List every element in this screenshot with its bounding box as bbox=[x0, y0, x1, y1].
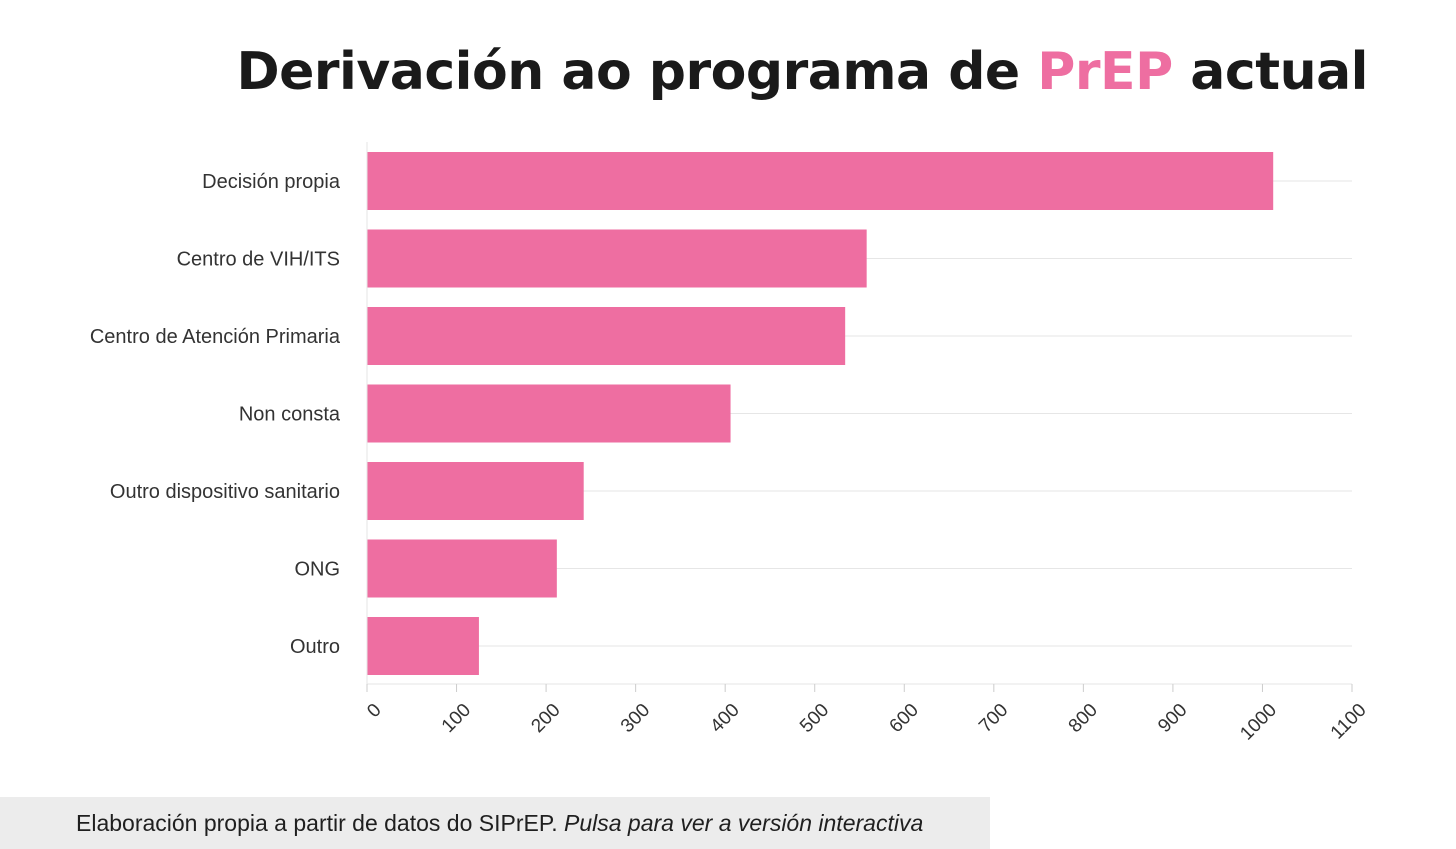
interactive-link[interactable]: Pulsa para ver a versión interactiva bbox=[564, 810, 924, 836]
x-tick-label: 1100 bbox=[1327, 700, 1371, 744]
source-text: Elaboración propia a partir de datos do … bbox=[76, 810, 564, 836]
title-highlight: PrEP bbox=[1037, 42, 1173, 102]
x-tick-label: 600 bbox=[886, 700, 923, 737]
x-tick-label: 400 bbox=[706, 700, 743, 737]
x-tick-label: 300 bbox=[617, 700, 654, 737]
category-label: Centro de Atención Primaria bbox=[90, 326, 341, 348]
bar[interactable] bbox=[367, 152, 1274, 210]
category-label: Non consta bbox=[239, 404, 341, 426]
category-label: Decisión propia bbox=[202, 171, 341, 193]
x-tick-label: 900 bbox=[1154, 700, 1191, 737]
bar[interactable] bbox=[367, 384, 731, 443]
x-tick-label: 500 bbox=[796, 700, 833, 737]
bar-chart: Decisión propia Centro de VIH/ITS Centro d… bbox=[90, 142, 1371, 745]
category-label: Outro dispositivo sanitario bbox=[110, 481, 340, 503]
category-label: Centro de VIH/ITS bbox=[177, 249, 340, 271]
x-tick-label: 1000 bbox=[1236, 700, 1281, 745]
bar[interactable] bbox=[367, 617, 479, 675]
category-label: ONG bbox=[294, 559, 340, 581]
x-tick-label: 100 bbox=[438, 700, 475, 737]
bar[interactable] bbox=[367, 307, 846, 365]
x-tick-label: 200 bbox=[527, 700, 564, 737]
bar[interactable] bbox=[367, 539, 557, 598]
category-label: Outro bbox=[290, 636, 340, 658]
source-footer[interactable]: Elaboración propia a partir de datos do … bbox=[0, 797, 990, 849]
bar[interactable] bbox=[367, 462, 584, 520]
category-labels: Decisión propia Centro de VIH/ITS Centro d… bbox=[90, 171, 341, 658]
title-text-after: actual bbox=[1172, 42, 1368, 102]
x-tick-label: 700 bbox=[975, 700, 1012, 737]
chart-title: Derivación ao programa de PrEP actual bbox=[236, 42, 1368, 102]
bar[interactable] bbox=[367, 229, 867, 288]
bars bbox=[367, 152, 1274, 675]
x-tick-label: 800 bbox=[1065, 700, 1102, 737]
title-text-before: Derivación ao programa de bbox=[236, 42, 1038, 102]
x-tick-label: 0 bbox=[363, 700, 385, 722]
